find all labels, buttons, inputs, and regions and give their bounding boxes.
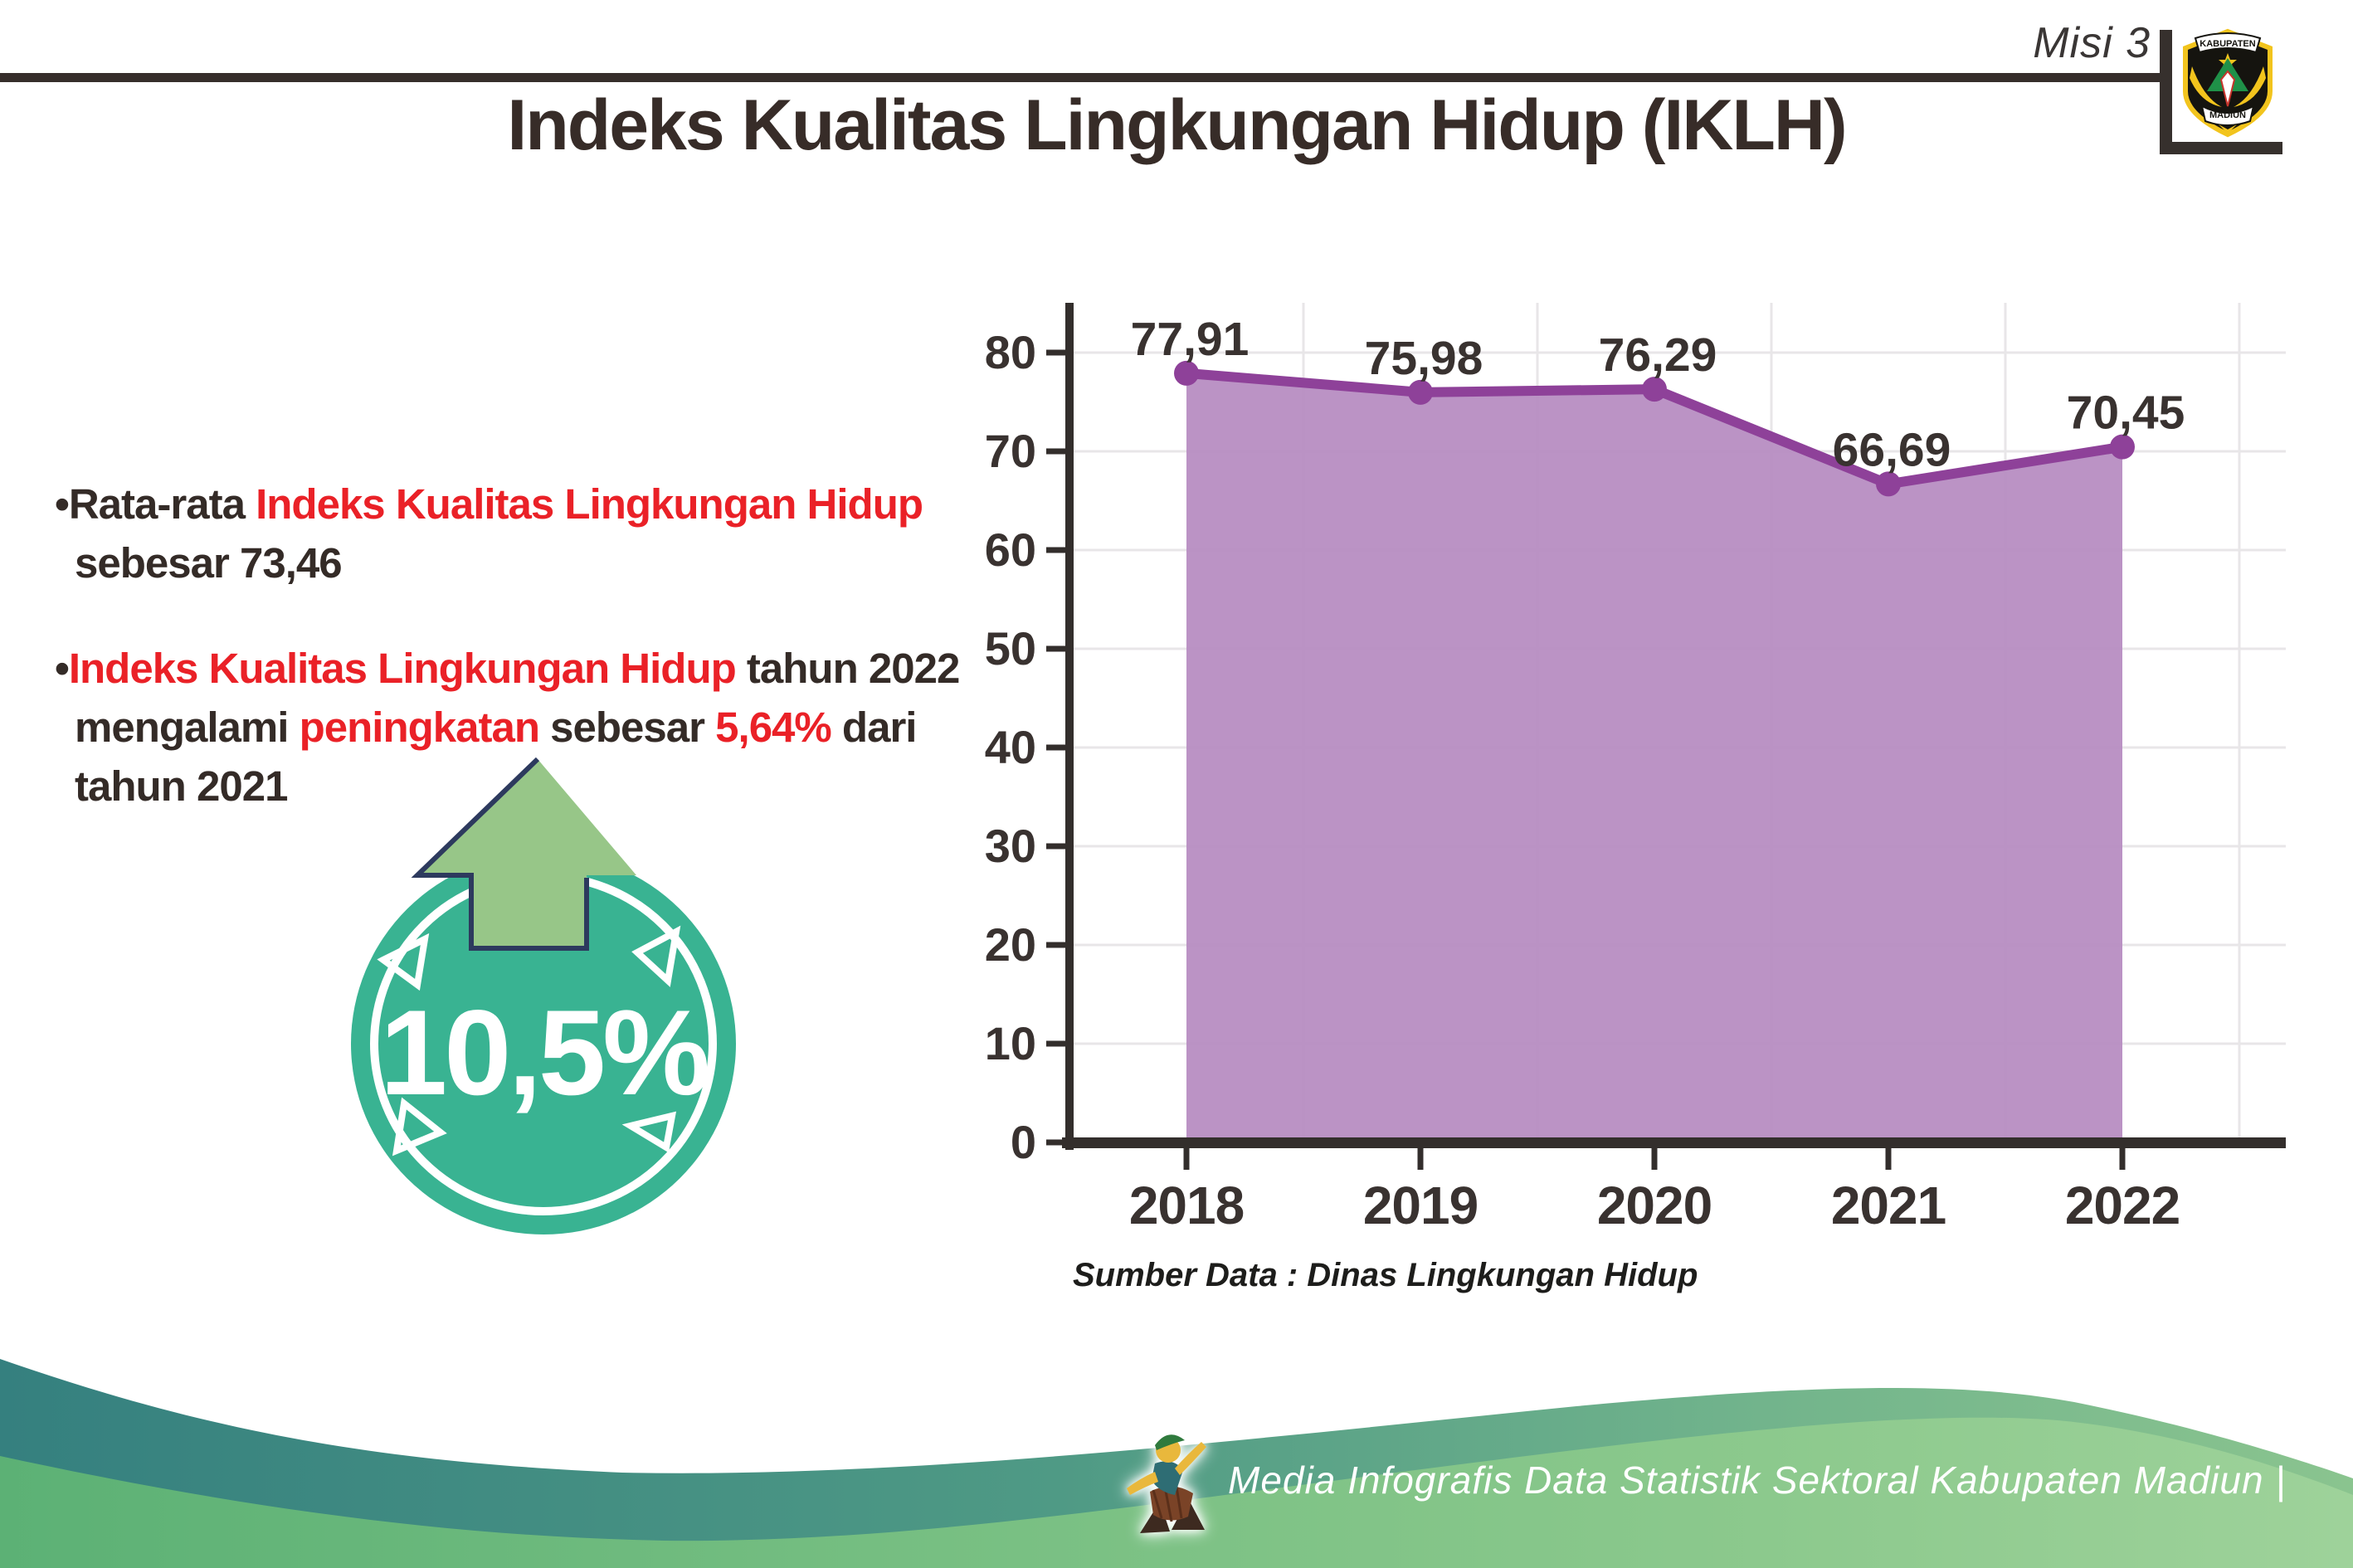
logo-frame-horizontal xyxy=(2160,142,2282,154)
misi-label: Misi 3 xyxy=(2033,19,2151,67)
data-label-2018: 77,91 xyxy=(1131,313,1250,366)
x-axis-line xyxy=(1062,1137,2286,1148)
text-segment-dark: mengalami xyxy=(75,704,300,751)
text-segment-dark: tahun 2021 xyxy=(75,762,288,810)
bullet-2-line-1: •Indeks Kualitas Lingkungan Hidup tahun … xyxy=(55,639,992,698)
bullet-2: •Indeks Kualitas Lingkungan Hidup tahun … xyxy=(55,639,992,816)
footer-wave xyxy=(0,1359,2353,1568)
page-title: Indeks Kualitas Lingkungan Hidup (IKLH) xyxy=(507,85,1847,165)
data-point-2020 xyxy=(1642,377,1667,402)
source-note: Sumber Data : Dinas Lingkungan Hidup xyxy=(1073,1257,1698,1293)
data-label-2021: 66,69 xyxy=(1833,423,1951,476)
iklh-area-chart: 0 10 20 30 40 50 60 70 80 2018 2019 2020 2021 2022 77,… xyxy=(985,303,2286,1293)
mascot-arm-left xyxy=(1127,1472,1158,1495)
y-tick-label-20: 20 xyxy=(985,918,1036,971)
y-tick-label-0: 0 xyxy=(1011,1116,1036,1168)
text-segment-dark: sebesar 73,46 xyxy=(75,539,343,587)
y-tick-label-60: 60 xyxy=(985,523,1036,576)
bullet-2-line-3: tahun 2021 xyxy=(55,757,992,816)
y-tick-label-50: 50 xyxy=(985,622,1036,674)
text-segment-dark: tahun 2022 xyxy=(735,645,960,692)
crest-wing-right xyxy=(2234,66,2266,107)
top-divider xyxy=(0,73,2167,82)
data-point-2018 xyxy=(1174,360,1199,386)
x-tick-label-2020: 2020 xyxy=(1597,1176,1712,1235)
data-label-2020: 76,29 xyxy=(1599,329,1717,382)
text-segment-red: peningkatan xyxy=(299,704,540,751)
x-tick-label-2019: 2019 xyxy=(1363,1176,1478,1235)
text-segment-dark: dari xyxy=(831,704,918,751)
bullet-1-line-1: •Rata-rata Indeks Kualitas Lingkungan Hi… xyxy=(55,475,992,533)
text-segment-red: Indeks Kualitas Lingkungan Hidup xyxy=(256,480,923,528)
crest-banner-bottom xyxy=(2200,105,2255,126)
kabupaten-madiun-logo: KABUPATEN MADIUN xyxy=(2183,28,2273,138)
x-tick-label-2021: 2021 xyxy=(1831,1176,1946,1235)
dancer-mascot-icon xyxy=(1127,1434,1206,1533)
x-tick-label-2018: 2018 xyxy=(1129,1176,1244,1235)
badge-spark-upper-left xyxy=(377,933,430,991)
crest-chevron xyxy=(2219,124,2237,134)
crest-banner-bottom-text: MADIUN xyxy=(2209,110,2246,120)
badge-spark-lower-left xyxy=(392,1097,447,1157)
data-point-2022 xyxy=(2110,434,2135,460)
crest-banner-top-text: KABUPATEN xyxy=(2200,39,2255,49)
up-arrow-outline xyxy=(411,757,589,951)
x-tick-label-2022: 2022 xyxy=(2065,1176,2180,1235)
badge-value: 10,5% xyxy=(380,985,707,1120)
mascot-hat xyxy=(1155,1434,1185,1450)
mascot-sash xyxy=(1152,1461,1183,1495)
data-point-2019 xyxy=(1408,379,1433,405)
text-segment-dark: •Rata-rata xyxy=(55,480,256,528)
y-tick-label-80: 80 xyxy=(985,326,1036,378)
increase-badge: 10,5% xyxy=(351,757,736,1234)
crest-keris xyxy=(2219,70,2236,107)
badge-spark-lower-right xyxy=(621,1111,677,1153)
crest-wing-left xyxy=(2190,66,2222,107)
bullet-1: •Rata-rata Indeks Kualitas Lingkungan Hi… xyxy=(55,475,992,592)
text-segment-red: Indeks Kualitas Lingkungan Hidup xyxy=(68,645,737,692)
text-segment-red: 5,64% xyxy=(715,704,832,751)
y-tick-label-10: 10 xyxy=(985,1017,1036,1069)
data-point-2021 xyxy=(1876,471,1901,497)
area-fill xyxy=(1186,373,2122,1143)
mascot-skirt-pattern xyxy=(1152,1486,1183,1522)
badge-spark-upper-right xyxy=(631,925,681,987)
footer-caption: Media Infografis Data Statistik Sektoral… xyxy=(1228,1458,2287,1502)
key-findings-text: •Rata-rata Indeks Kualitas Lingkungan Hi… xyxy=(55,475,992,862)
y-axis-line xyxy=(1065,303,1074,1150)
y-tick-label-30: 30 xyxy=(985,820,1036,872)
mascot-arm-right xyxy=(1175,1442,1206,1475)
bullet-2-line-2: mengalami peningkatan sebesar 5,64% dari xyxy=(55,698,992,757)
text-segment-dark: • xyxy=(55,645,70,692)
crest-banner-top xyxy=(2194,32,2262,54)
y-tick-label-70: 70 xyxy=(985,425,1036,477)
y-tick-label-40: 40 xyxy=(985,721,1036,773)
data-label-2022: 70,45 xyxy=(2067,387,2185,440)
footer-wave-front xyxy=(0,1417,2353,1568)
text-segment-dark: sebesar xyxy=(538,704,716,751)
data-label-2019: 75,98 xyxy=(1365,332,1483,385)
logo-frame-vertical xyxy=(2160,30,2172,154)
bullet-1-line-2: sebesar 73,46 xyxy=(55,533,992,592)
